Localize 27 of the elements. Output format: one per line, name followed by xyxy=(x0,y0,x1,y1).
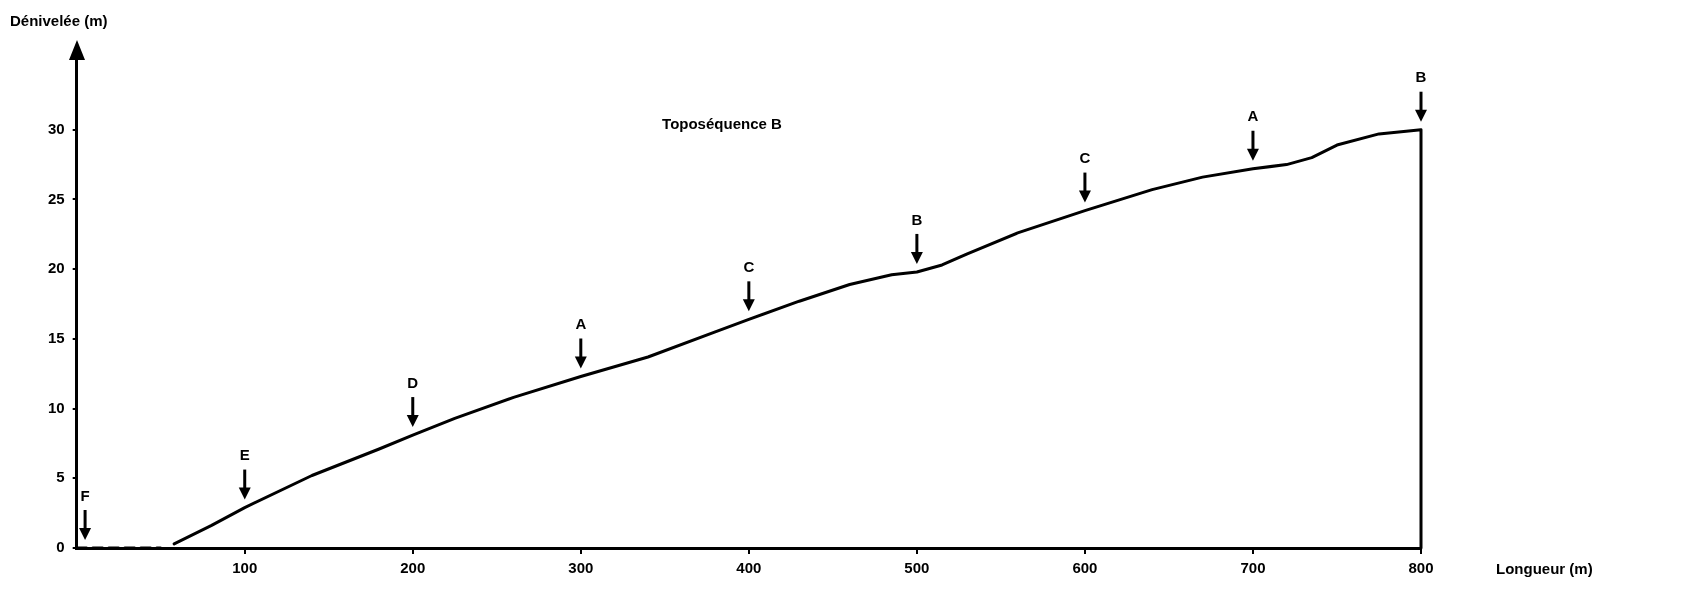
y-tick-label: 30 xyxy=(48,119,65,137)
x-tick-label: 300 xyxy=(568,559,594,577)
annotation: A xyxy=(575,315,587,333)
y-tick-label: 0 xyxy=(56,538,65,556)
x-tick-label: 200 xyxy=(400,559,426,577)
annotation: B xyxy=(911,210,923,228)
y-axis-title: Dénivelée (m) xyxy=(10,12,108,30)
y-tick-label: 5 xyxy=(56,468,65,486)
y-tick-label: 15 xyxy=(48,329,65,346)
y-tick-label: 25 xyxy=(48,189,65,207)
annotation: C xyxy=(1079,149,1091,167)
x-tick-label: 600 xyxy=(1072,559,1098,577)
y-tick-label: 20 xyxy=(48,259,65,277)
text: Toposéquence B xyxy=(662,114,782,132)
x-tick-label: 700 xyxy=(1240,559,1266,577)
annotation: C xyxy=(743,257,755,275)
x-tick-label: 500 xyxy=(904,559,930,577)
y-tick-label: 10 xyxy=(48,398,65,416)
x-tick-label: 800 xyxy=(1408,559,1434,577)
x-tick-label: 100 xyxy=(232,559,258,577)
x-axis-title: Longueur (m) xyxy=(1496,560,1593,578)
x-tick-label: 400 xyxy=(736,559,762,577)
annotation: B xyxy=(1415,68,1427,86)
annotation: D xyxy=(407,373,419,391)
annotation: A xyxy=(1247,107,1259,125)
annotation: E xyxy=(239,446,250,464)
annotation: F xyxy=(80,486,90,504)
